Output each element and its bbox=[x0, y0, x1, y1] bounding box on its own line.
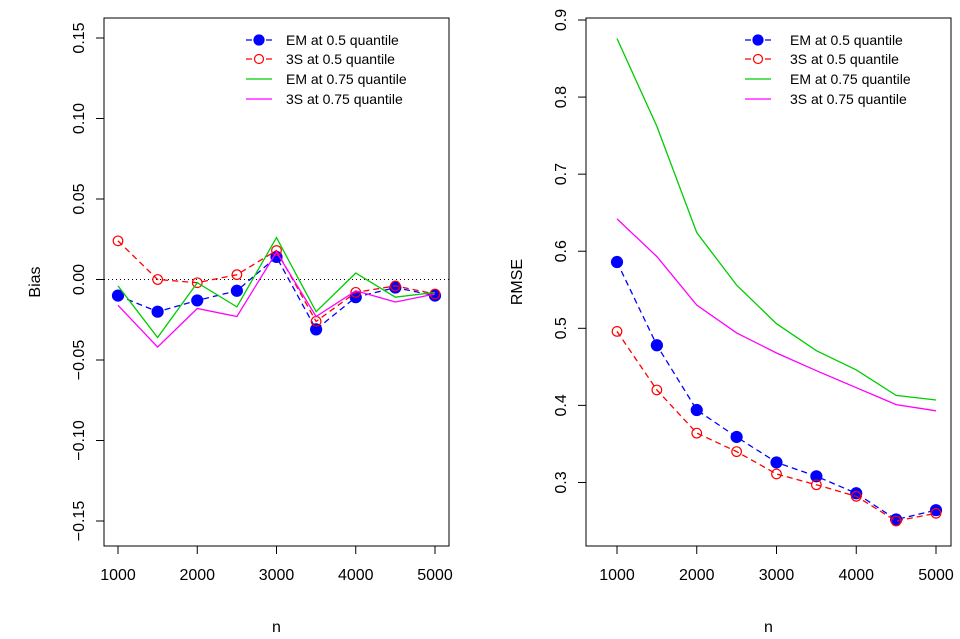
legend-label: 3S at 0.75 quantile bbox=[790, 91, 907, 107]
data-point bbox=[731, 446, 743, 458]
data-point bbox=[771, 468, 782, 480]
series-line-4 bbox=[616, 218, 937, 412]
data-point bbox=[810, 470, 823, 483]
data-point bbox=[429, 288, 441, 300]
data-point bbox=[850, 490, 862, 502]
legend-label: EM at 0.5 quantile bbox=[286, 32, 399, 48]
x-tick-label: 4000 bbox=[838, 567, 874, 584]
chart-panel-2: 1000 2000 3000 4000 5000 0.3 0.4 0.5 0.6 0.7 0.8 0.… bbox=[509, 9, 954, 636]
data-point bbox=[690, 403, 703, 417]
data-point bbox=[611, 325, 623, 337]
data-point bbox=[111, 289, 125, 302]
y-tick-label: 0.3 bbox=[553, 471, 570, 493]
x-tick-label: 5000 bbox=[417, 567, 453, 584]
legend-label: EM at 0.75 quantile bbox=[790, 71, 911, 87]
y-tick-label: −0.10 bbox=[71, 420, 88, 461]
data-point bbox=[191, 277, 203, 289]
x-tick-label: 3000 bbox=[759, 567, 795, 584]
data-point bbox=[691, 427, 703, 439]
data-point bbox=[810, 479, 822, 491]
x-tick-label: 5000 bbox=[918, 567, 954, 584]
legend-swatch-marker bbox=[752, 53, 764, 65]
y-tick-label: 0.05 bbox=[71, 183, 88, 214]
series-line-4 bbox=[117, 250, 436, 349]
data-point bbox=[191, 294, 204, 307]
data-point bbox=[651, 384, 663, 396]
y-tick-label: 0.10 bbox=[71, 103, 88, 134]
data-point bbox=[389, 280, 401, 292]
legend-swatch-marker bbox=[253, 34, 265, 46]
data-point bbox=[610, 255, 624, 269]
y-axis-title: RMSE bbox=[509, 259, 526, 305]
y-tick-label: 0.7 bbox=[553, 163, 570, 185]
series-line-2 bbox=[117, 240, 436, 323]
data-point bbox=[112, 235, 124, 247]
y-axis-title: Bias bbox=[27, 266, 44, 297]
x-tick-label: 1000 bbox=[599, 567, 635, 584]
series-line-2 bbox=[616, 331, 937, 522]
data-point bbox=[230, 284, 243, 297]
x-tick-label: 2000 bbox=[679, 567, 715, 584]
x-tick-label: 1000 bbox=[100, 567, 136, 584]
y-tick-label: 0.8 bbox=[553, 86, 570, 108]
legend-swatch-marker bbox=[752, 34, 764, 46]
data-point bbox=[930, 507, 942, 519]
data-point bbox=[152, 274, 164, 285]
y-tick-label: −0.15 bbox=[71, 501, 88, 542]
plot-frame bbox=[585, 17, 952, 547]
data-point bbox=[850, 487, 863, 500]
x-axis-title: n bbox=[272, 619, 281, 636]
data-point bbox=[650, 339, 663, 352]
legend-swatch-marker bbox=[253, 53, 265, 65]
legend-label: 3S at 0.5 quantile bbox=[790, 51, 899, 67]
data-point bbox=[151, 305, 164, 318]
data-point bbox=[929, 504, 943, 517]
x-axis-title: n bbox=[764, 619, 773, 636]
series-line-1 bbox=[117, 255, 436, 331]
y-tick-label: 0.15 bbox=[71, 22, 88, 53]
legend-label: EM at 0.5 quantile bbox=[790, 32, 903, 48]
y-tick-label: 0.00 bbox=[71, 264, 88, 295]
data-point bbox=[730, 430, 743, 444]
x-tick-label: 3000 bbox=[259, 567, 295, 584]
legend-label: 3S at 0.75 quantile bbox=[286, 91, 403, 107]
chart-panel-1: 1000 2000 3000 4000 5000 −0.15 −0.10 −0.05 0.00 0… bbox=[27, 17, 453, 636]
y-tick-label: 0.4 bbox=[553, 394, 570, 416]
x-tick-label: 2000 bbox=[179, 567, 215, 584]
legend-label: 3S at 0.5 quantile bbox=[286, 51, 395, 67]
data-point bbox=[890, 515, 902, 527]
y-tick-label: 0.5 bbox=[553, 317, 570, 339]
x-tick-label: 4000 bbox=[338, 567, 374, 584]
data-point bbox=[271, 245, 282, 256]
y-tick-label: −0.05 bbox=[71, 340, 88, 381]
y-tick-label: 0.9 bbox=[553, 9, 570, 31]
series-line-3 bbox=[117, 236, 436, 339]
data-point bbox=[231, 269, 243, 281]
data-point bbox=[310, 323, 323, 336]
series-line-3 bbox=[616, 38, 937, 401]
legend-label: EM at 0.75 quantile bbox=[286, 71, 407, 87]
y-tick-label: 0.6 bbox=[553, 240, 570, 262]
data-point bbox=[770, 456, 783, 469]
